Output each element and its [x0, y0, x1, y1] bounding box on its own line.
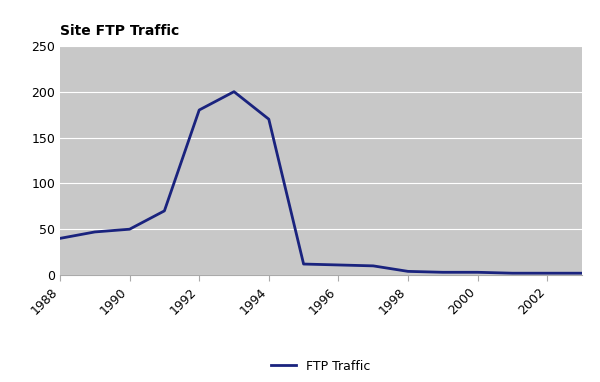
FTP Traffic: [544, 271, 551, 275]
FTP Traffic: [300, 262, 307, 266]
Text: Site FTP Traffic: Site FTP Traffic: [60, 24, 179, 38]
FTP Traffic: [578, 271, 586, 275]
FTP Traffic: [404, 269, 412, 274]
FTP Traffic: [509, 271, 516, 275]
FTP Traffic: [91, 230, 98, 234]
FTP Traffic: [265, 117, 272, 121]
FTP Traffic: [196, 108, 203, 112]
Line: FTP Traffic: FTP Traffic: [60, 92, 582, 273]
Legend: FTP Traffic: FTP Traffic: [266, 354, 376, 378]
FTP Traffic: [439, 270, 446, 275]
FTP Traffic: [126, 227, 133, 231]
FTP Traffic: [56, 236, 64, 241]
FTP Traffic: [230, 89, 238, 94]
FTP Traffic: [370, 264, 377, 268]
FTP Traffic: [161, 209, 168, 213]
FTP Traffic: [474, 270, 481, 275]
FTP Traffic: [335, 263, 342, 267]
